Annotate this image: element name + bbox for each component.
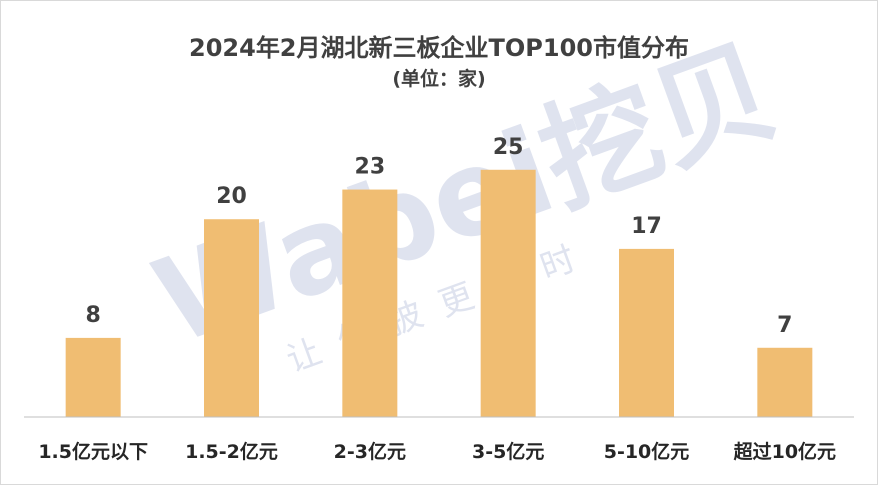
category-label-4: 5-10亿元 [604, 440, 690, 463]
bar-value-label-3: 25 [493, 135, 524, 160]
bar-value-label-2: 23 [355, 155, 386, 180]
category-label-2: 2-3亿元 [334, 440, 406, 463]
bar-value-label-4: 17 [631, 214, 662, 239]
labels-group: 8 1.5亿元以下 20 1.5-2亿元 23 2-3亿元 25 3-5亿元 17 5-10亿元 7… [38, 135, 836, 463]
bar-1 [204, 219, 259, 417]
category-label-3: 3-5亿元 [472, 440, 544, 463]
bar-value-label-1: 20 [216, 184, 247, 209]
bar-5 [757, 348, 812, 417]
bars-group [66, 170, 813, 417]
category-label-0: 1.5亿元以下 [38, 440, 148, 463]
category-label-1: 1.5-2亿元 [185, 440, 278, 463]
bar-3 [481, 170, 536, 417]
bar-value-label-5: 7 [777, 313, 792, 338]
category-label-5: 超过10亿元 [733, 440, 836, 463]
bar-2 [342, 190, 397, 417]
bar-value-label-0: 8 [86, 303, 101, 328]
bar-0 [66, 338, 121, 417]
bar-4 [619, 249, 674, 417]
